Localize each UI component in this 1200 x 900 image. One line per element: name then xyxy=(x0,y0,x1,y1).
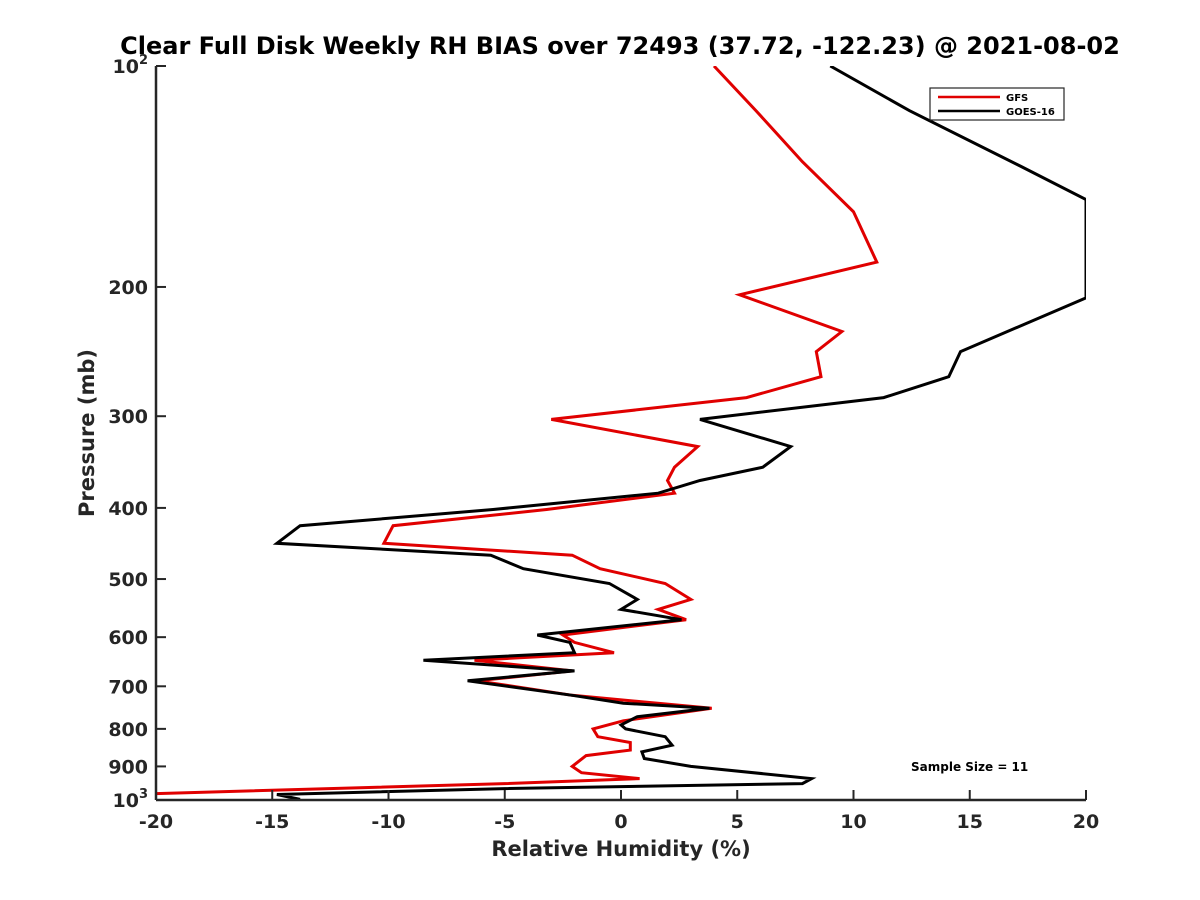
y-tick-label: 900 xyxy=(108,756,148,778)
legend-label-goes16: GOES-16 xyxy=(1006,107,1055,118)
x-tick-label: 5 xyxy=(731,811,744,833)
series-line-gfs xyxy=(156,66,879,796)
y-tick-label: 300 xyxy=(108,406,148,428)
x-tick-label: 20 xyxy=(1073,811,1099,833)
y-axis-label: Pressure (mb) xyxy=(75,349,99,517)
chart-title: Clear Full Disk Weekly RH BIAS over 7249… xyxy=(120,32,1120,60)
y-tick-label: 102 xyxy=(113,53,149,78)
legend-box xyxy=(929,87,1065,121)
x-tick-label: -5 xyxy=(494,811,515,833)
series-line-goes16 xyxy=(272,66,1086,800)
y-axis-ticks: 102 200 300 400 500 600 700 800 900 103 xyxy=(108,53,166,812)
x-axis-label: Relative Humidity (%) xyxy=(491,837,750,861)
x-tick-label: 10 xyxy=(840,811,866,833)
y-tick-label: 700 xyxy=(108,676,148,698)
y-tick-label: 103 xyxy=(113,787,149,812)
x-tick-label: -20 xyxy=(139,811,173,833)
legend-label-gfs: GFS xyxy=(1006,93,1028,104)
x-tick-label: 15 xyxy=(957,811,983,833)
y-tick-label: 800 xyxy=(108,719,148,741)
sample-size-annotation: Sample Size = 11 xyxy=(911,760,1028,774)
x-axis-ticks: -20 -15 -10 -5 0 5 10 15 20 xyxy=(139,790,1099,833)
series-layer xyxy=(156,66,1086,800)
x-tick-label: 0 xyxy=(614,811,627,833)
y-tick-label: 400 xyxy=(108,498,148,520)
y-tick-label: 600 xyxy=(108,627,148,649)
y-tick-label: 500 xyxy=(108,569,148,591)
y-tick-label: 200 xyxy=(108,277,148,299)
x-tick-label: -15 xyxy=(255,811,289,833)
chart-legend: GFS GOES-16 xyxy=(929,87,1065,121)
x-tick-label: -10 xyxy=(371,811,405,833)
